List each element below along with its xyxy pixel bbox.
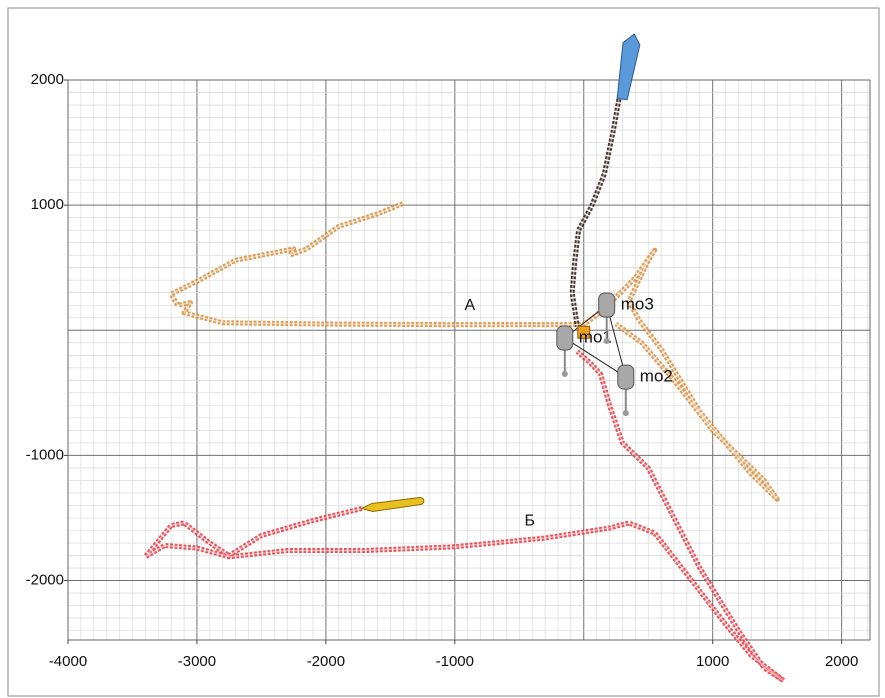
- annotation: Б: [524, 512, 535, 529]
- ship-icon: [616, 33, 641, 101]
- trajectory: [569, 94, 623, 327]
- plot-frame: [67, 79, 871, 641]
- y-tick-label: -1000: [26, 446, 64, 463]
- buoy-foot: [603, 338, 610, 345]
- x-tick-label: -2000: [307, 653, 345, 670]
- x-tick-label: -3000: [178, 653, 216, 670]
- y-tick-label: 1000: [31, 196, 64, 213]
- trajectory: [168, 201, 780, 502]
- x-tick-label: -1000: [436, 653, 474, 670]
- marks: mo1 mo2 mo3 А Б: [142, 33, 787, 684]
- buoy-foot: [622, 410, 629, 417]
- grid: [67, 79, 870, 640]
- buoy: [617, 364, 635, 390]
- buoy-label: mo2: [640, 367, 673, 386]
- trajectory-core: [170, 202, 778, 500]
- trajectory-core: [144, 351, 785, 682]
- trajectory-core: [571, 94, 621, 327]
- buoy-link: [564, 337, 627, 378]
- x-tick-label: 2000: [825, 653, 858, 670]
- buoy: [598, 292, 616, 318]
- buoy-label: mo1: [579, 328, 612, 347]
- trajectory: [142, 349, 787, 684]
- y-tick-label: 2000: [31, 71, 64, 88]
- x-tick-label: -4000: [49, 653, 87, 670]
- y-tick-label: -2000: [26, 572, 64, 589]
- buoy-foot: [561, 371, 568, 378]
- center-marker: [577, 325, 591, 339]
- frame: [7, 7, 880, 697]
- annotation: А: [464, 297, 475, 314]
- buoy-label: mo3: [621, 294, 654, 313]
- x-tick-label: 1000: [696, 653, 729, 670]
- buoy: [556, 325, 574, 351]
- torpedo-icon: [360, 496, 425, 512]
